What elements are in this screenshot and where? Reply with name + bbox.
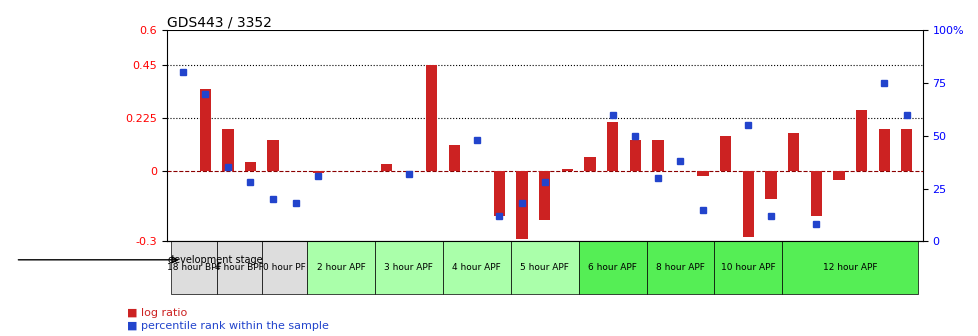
Bar	[877, 129, 889, 171]
Bar	[742, 171, 753, 237]
FancyBboxPatch shape	[578, 241, 645, 294]
Text: 4 hour BPF: 4 hour BPF	[214, 263, 263, 272]
Text: 10 hour APF: 10 hour APF	[721, 263, 775, 272]
Bar	[606, 122, 618, 171]
Bar	[855, 110, 867, 171]
Bar	[629, 140, 641, 171]
FancyBboxPatch shape	[375, 241, 442, 294]
Text: 4 hour APF: 4 hour APF	[452, 263, 501, 272]
Bar	[720, 136, 731, 171]
Bar	[787, 133, 798, 171]
FancyBboxPatch shape	[261, 241, 307, 294]
Bar	[696, 171, 708, 176]
Bar	[561, 169, 572, 171]
Bar	[900, 129, 911, 171]
Bar	[448, 145, 460, 171]
Bar	[810, 171, 822, 215]
FancyBboxPatch shape	[216, 241, 261, 294]
FancyBboxPatch shape	[171, 241, 216, 294]
Text: 8 hour APF: 8 hour APF	[655, 263, 704, 272]
FancyBboxPatch shape	[307, 241, 375, 294]
Bar	[515, 171, 527, 239]
Text: 0 hour PF: 0 hour PF	[263, 263, 305, 272]
Bar	[425, 66, 437, 171]
FancyBboxPatch shape	[714, 241, 781, 294]
Bar	[244, 162, 256, 171]
Bar	[222, 129, 234, 171]
Bar	[765, 171, 776, 199]
Bar	[493, 171, 505, 215]
Text: 5 hour APF: 5 hour APF	[519, 263, 568, 272]
FancyBboxPatch shape	[645, 241, 714, 294]
Text: 12 hour APF: 12 hour APF	[822, 263, 876, 272]
Text: 3 hour APF: 3 hour APF	[384, 263, 433, 272]
Bar	[267, 140, 279, 171]
Text: GDS443 / 3352: GDS443 / 3352	[166, 15, 271, 29]
Bar	[200, 89, 210, 171]
FancyBboxPatch shape	[511, 241, 578, 294]
Text: 6 hour APF: 6 hour APF	[588, 263, 637, 272]
Bar	[539, 171, 550, 220]
Bar	[312, 171, 324, 173]
Text: ■ percentile rank within the sample: ■ percentile rank within the sample	[127, 321, 329, 331]
FancyBboxPatch shape	[442, 241, 511, 294]
Text: 2 hour APF: 2 hour APF	[316, 263, 365, 272]
Text: ■ log ratio: ■ log ratio	[127, 308, 188, 318]
Bar	[584, 157, 595, 171]
FancyBboxPatch shape	[781, 241, 917, 294]
Text: 18 hour BPF: 18 hour BPF	[166, 263, 221, 272]
Bar	[651, 140, 663, 171]
Bar	[380, 164, 391, 171]
Bar	[832, 171, 844, 180]
Text: development stage: development stage	[167, 255, 262, 265]
